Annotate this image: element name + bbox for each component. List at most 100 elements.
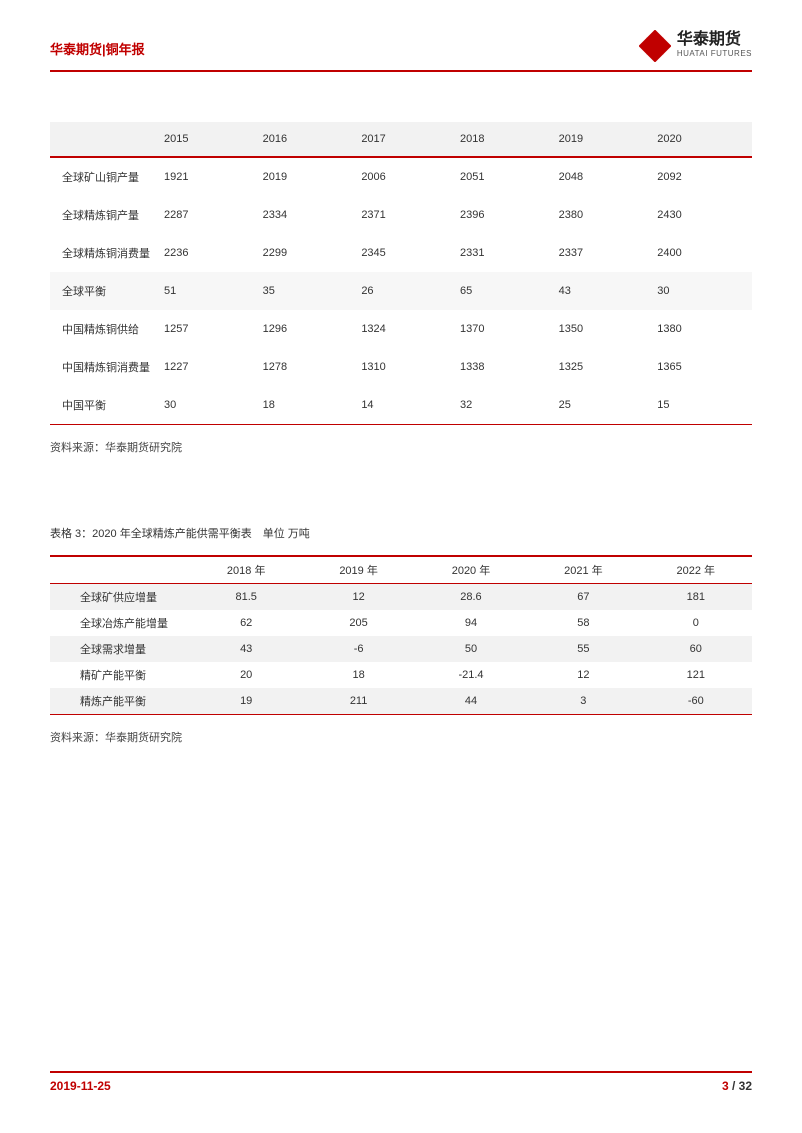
cell-value: 35 bbox=[259, 272, 358, 310]
cell-value: 1257 bbox=[160, 310, 259, 348]
cell-value: 18 bbox=[302, 662, 414, 688]
cell-value: 1278 bbox=[259, 348, 358, 386]
cell-value: 1227 bbox=[160, 348, 259, 386]
table2-container: 表格 3：2020 年全球精炼产能供需平衡表 单位 万吨 2018 年 2019… bbox=[50, 525, 752, 745]
cell-value: 1370 bbox=[456, 310, 555, 348]
page-total: / 32 bbox=[732, 1079, 752, 1093]
th2-blank bbox=[50, 556, 190, 584]
table-row: 中国平衡301814322515 bbox=[50, 386, 752, 425]
table-row: 精炼产能平衡19211443-60 bbox=[50, 688, 752, 715]
th2-2021: 2021 年 bbox=[527, 556, 639, 584]
footer-date: 2019-11-25 bbox=[50, 1079, 111, 1093]
table-row: 全球矿供应增量81.51228.667181 bbox=[50, 584, 752, 611]
row-label: 中国精炼铜消费量 bbox=[50, 348, 160, 386]
page-header: 华泰期货|铜年报 华泰期货 HUATAI FUTURES bbox=[50, 0, 752, 72]
cell-value: 43 bbox=[555, 272, 654, 310]
cell-value: 81.5 bbox=[190, 584, 302, 611]
table-row: 全球平衡513526654330 bbox=[50, 272, 752, 310]
cell-value: 15 bbox=[653, 386, 752, 425]
cell-value: 1338 bbox=[456, 348, 555, 386]
cell-value: 2396 bbox=[456, 196, 555, 234]
cell-value: 0 bbox=[640, 610, 752, 636]
cell-value: 94 bbox=[415, 610, 527, 636]
cell-value: 1310 bbox=[357, 348, 456, 386]
table1-source: 资料来源：华泰期货研究院 bbox=[50, 439, 752, 455]
cell-value: -21.4 bbox=[415, 662, 527, 688]
cell-value: 2092 bbox=[653, 157, 752, 196]
cell-value: 2334 bbox=[259, 196, 358, 234]
table-row: 全球精炼铜产量228723342371239623802430 bbox=[50, 196, 752, 234]
cell-value: 60 bbox=[640, 636, 752, 662]
cell-value: 44 bbox=[415, 688, 527, 715]
cell-value: 2287 bbox=[160, 196, 259, 234]
cell-value: 181 bbox=[640, 584, 752, 611]
cell-value: 3 bbox=[527, 688, 639, 715]
cell-value: 14 bbox=[357, 386, 456, 425]
cell-value: 2006 bbox=[357, 157, 456, 196]
table1-header-row: 2015 2016 2017 2018 2019 2020 bbox=[50, 122, 752, 157]
cell-value: 1296 bbox=[259, 310, 358, 348]
table2-body: 全球矿供应增量81.51228.667181全球冶炼产能增量6220594580… bbox=[50, 584, 752, 715]
cell-value: 2400 bbox=[653, 234, 752, 272]
logo-cn: 华泰期货 bbox=[677, 32, 752, 48]
row-label: 中国精炼铜供给 bbox=[50, 310, 160, 348]
brand-logo: 华泰期货 HUATAI FUTURES bbox=[639, 30, 752, 62]
cell-value: 30 bbox=[160, 386, 259, 425]
table-row: 精矿产能平衡2018-21.412121 bbox=[50, 662, 752, 688]
cell-value: 28.6 bbox=[415, 584, 527, 611]
cell-value: 25 bbox=[555, 386, 654, 425]
cell-value: 51 bbox=[160, 272, 259, 310]
cell-value: 20 bbox=[190, 662, 302, 688]
cell-value: 2051 bbox=[456, 157, 555, 196]
th-2017: 2017 bbox=[357, 122, 456, 157]
table-capacity-balance: 2018 年 2019 年 2020 年 2021 年 2022 年 全球矿供应… bbox=[50, 555, 752, 715]
th2-2022: 2022 年 bbox=[640, 556, 752, 584]
row-label: 全球矿山铜产量 bbox=[50, 157, 160, 196]
logo-icon bbox=[639, 30, 671, 62]
table-row: 全球精炼铜消费量223622992345233123372400 bbox=[50, 234, 752, 272]
cell-value: 50 bbox=[415, 636, 527, 662]
cell-value: 30 bbox=[653, 272, 752, 310]
page-current: 3 bbox=[722, 1079, 729, 1093]
cell-value: 2048 bbox=[555, 157, 654, 196]
th2-2018: 2018 年 bbox=[190, 556, 302, 584]
cell-value: 12 bbox=[302, 584, 414, 611]
row-label: 全球精炼铜消费量 bbox=[50, 234, 160, 272]
table-row: 中国精炼铜消费量122712781310133813251365 bbox=[50, 348, 752, 386]
row-label: 中国平衡 bbox=[50, 386, 160, 425]
cell-value: 2299 bbox=[259, 234, 358, 272]
row-label: 全球精炼铜产量 bbox=[50, 196, 160, 234]
cell-value: 2019 bbox=[259, 157, 358, 196]
logo-text: 华泰期货 HUATAI FUTURES bbox=[677, 32, 752, 59]
table-row: 全球冶炼产能增量6220594580 bbox=[50, 610, 752, 636]
cell-value: 18 bbox=[259, 386, 358, 425]
th-blank bbox=[50, 122, 160, 157]
cell-value: 211 bbox=[302, 688, 414, 715]
logo-en: HUATAI FUTURES bbox=[677, 48, 752, 59]
table1-body: 全球矿山铜产量192120192006205120482092全球精炼铜产量22… bbox=[50, 157, 752, 425]
th-2019: 2019 bbox=[555, 122, 654, 157]
table-row: 中国精炼铜供给125712961324137013501380 bbox=[50, 310, 752, 348]
table2-source: 资料来源：华泰期货研究院 bbox=[50, 729, 752, 745]
cell-value: 1325 bbox=[555, 348, 654, 386]
cell-value: 1380 bbox=[653, 310, 752, 348]
row-label: 精炼产能平衡 bbox=[50, 688, 190, 715]
cell-value: 2371 bbox=[357, 196, 456, 234]
table-row: 全球矿山铜产量192120192006205120482092 bbox=[50, 157, 752, 196]
row-label: 全球需求增量 bbox=[50, 636, 190, 662]
row-label: 全球冶炼产能增量 bbox=[50, 610, 190, 636]
th-2020: 2020 bbox=[653, 122, 752, 157]
th-2015: 2015 bbox=[160, 122, 259, 157]
th-2018: 2018 bbox=[456, 122, 555, 157]
table-supply-demand: 2015 2016 2017 2018 2019 2020 全球矿山铜产量192… bbox=[50, 122, 752, 425]
table2-caption: 表格 3：2020 年全球精炼产能供需平衡表 单位 万吨 bbox=[50, 525, 752, 541]
cell-value: 205 bbox=[302, 610, 414, 636]
cell-value: 2430 bbox=[653, 196, 752, 234]
cell-value: -60 bbox=[640, 688, 752, 715]
table1-container: 2015 2016 2017 2018 2019 2020 全球矿山铜产量192… bbox=[50, 122, 752, 455]
cell-value: 2337 bbox=[555, 234, 654, 272]
th2-2020: 2020 年 bbox=[415, 556, 527, 584]
cell-value: 2380 bbox=[555, 196, 654, 234]
cell-value: 65 bbox=[456, 272, 555, 310]
th2-2019: 2019 年 bbox=[302, 556, 414, 584]
